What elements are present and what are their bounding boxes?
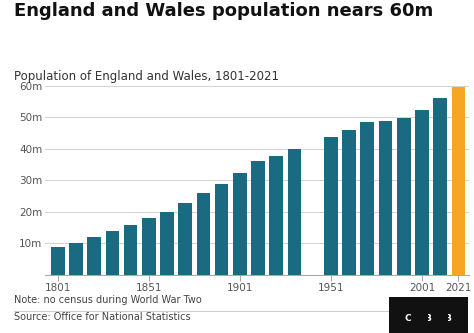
Bar xyxy=(324,137,337,275)
Text: B: B xyxy=(425,313,431,323)
Bar xyxy=(51,247,64,275)
Bar xyxy=(142,218,155,275)
Bar xyxy=(269,156,283,275)
Bar xyxy=(288,149,301,275)
Bar xyxy=(215,183,228,275)
Bar xyxy=(178,203,192,275)
Bar xyxy=(433,98,447,275)
Text: Population of England and Wales, 1801-2021: Population of England and Wales, 1801-20… xyxy=(14,70,279,83)
Bar xyxy=(415,110,429,275)
Text: C: C xyxy=(405,313,411,323)
Bar xyxy=(106,231,119,275)
Bar xyxy=(452,87,465,275)
Text: B: B xyxy=(445,313,451,323)
Bar xyxy=(197,193,210,275)
Bar xyxy=(360,122,374,275)
Bar xyxy=(124,225,137,275)
Bar xyxy=(379,121,392,275)
Text: Note: no census during World War Two: Note: no census during World War Two xyxy=(14,295,202,305)
Text: Source: Office for National Statistics: Source: Office for National Statistics xyxy=(14,312,191,322)
Bar xyxy=(397,118,410,275)
Bar xyxy=(251,161,265,275)
Bar xyxy=(342,130,356,275)
Bar xyxy=(160,211,174,275)
Bar xyxy=(87,237,101,275)
Bar xyxy=(69,243,83,275)
Text: England and Wales population nears 60m: England and Wales population nears 60m xyxy=(14,2,433,20)
Bar xyxy=(233,172,246,275)
